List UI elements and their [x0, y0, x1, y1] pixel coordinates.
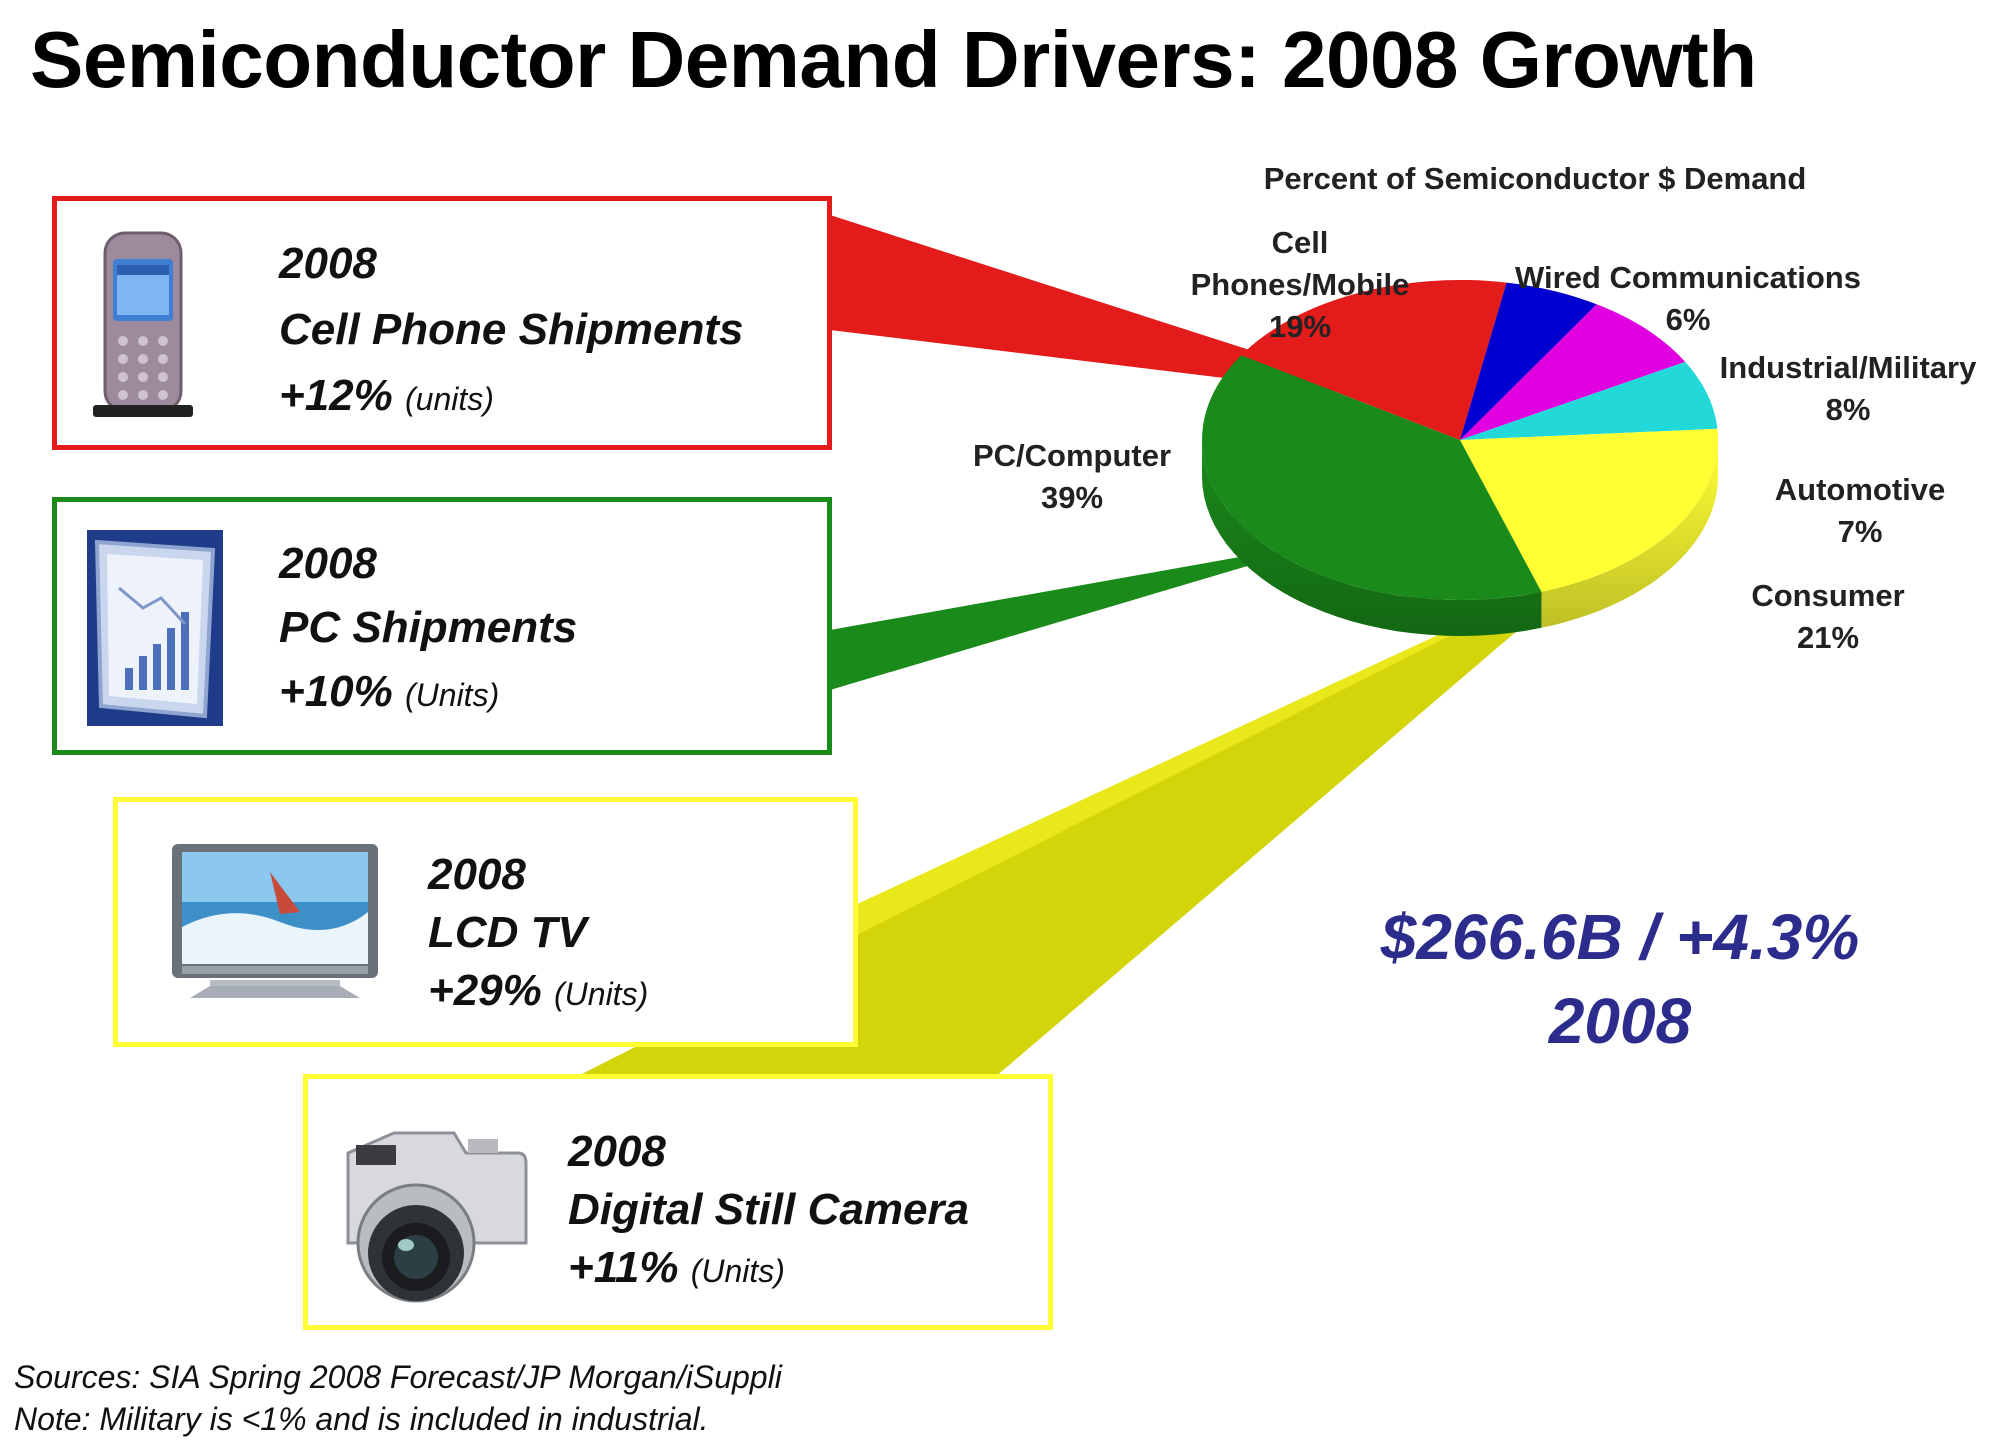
card-growth: +29% [428, 966, 542, 1015]
pie-group [1202, 279, 1719, 636]
pie-slice-pc-computer [1202, 355, 1542, 600]
card-year: 2008 [568, 1127, 666, 1176]
camera-icon [336, 1093, 536, 1318]
card-year: 2008 [279, 239, 377, 288]
card-product: Digital Still Camera [568, 1185, 970, 1234]
card-text: 2008 Cell Phone Shipments +12% (units) [279, 231, 744, 432]
card-lcd-tv: 2008 LCD TV +29% (Units) [113, 797, 858, 1047]
lcd-tv-icon [170, 842, 380, 1005]
pie-slice-consumer [1460, 428, 1719, 592]
pie-category-label: Wired Communications [1515, 260, 1861, 295]
pie-value-label: 39% [1041, 480, 1103, 515]
pie-value-label: 21% [1797, 620, 1859, 655]
card-unit: (Units) [405, 677, 500, 713]
card-product: PC Shipments [279, 603, 578, 652]
card-growth: +12% [279, 371, 393, 420]
pc-screen-icon [85, 528, 225, 733]
card-product: LCD TV [428, 908, 587, 957]
card-text: 2008 PC Shipments +10% (Units) [279, 532, 577, 727]
card-text: 2008 Digital Still Camera +11% (Units) [568, 1123, 969, 1300]
pie-slice-industrial-military [1460, 304, 1686, 440]
card-unit: (units) [405, 381, 494, 417]
pie-category-label: Automotive [1775, 472, 1946, 507]
pie-value-label: 8% [1826, 392, 1871, 427]
pie-category-label: Industrial/Military [1720, 350, 1977, 385]
slide-title: Semiconductor Demand Drivers: 2008 Growt… [30, 15, 1757, 104]
card-year: 2008 [279, 539, 377, 588]
pie-slice-cell-phones-mobile [1241, 279, 1507, 440]
sources-line: Sources: SIA Spring 2008 Forecast/JP Mor… [14, 1359, 782, 1395]
total-market-value: $266.6B / +4.3% 2008 [1310, 895, 1930, 1063]
pie-slice-side-shade [1202, 440, 1542, 636]
note-line: Note: Military is <1% and is included in… [14, 1401, 709, 1437]
total-line1: $266.6B / +4.3% [1380, 901, 1860, 973]
pie-slice-automotive [1460, 361, 1718, 440]
card-pc: 2008 PC Shipments +10% (Units) [52, 497, 832, 755]
cell-phone-icon [87, 229, 197, 424]
card-camera: 2008 Digital Still Camera +11% (Units) [303, 1074, 1053, 1330]
pie-value-label: 6% [1666, 302, 1711, 337]
pie-category-label: Phones/Mobile [1191, 267, 1410, 302]
pie-category-label: PC/Computer [973, 438, 1171, 473]
pie-labels: Cell Phones/Mobile 19% Wired Communications… [973, 225, 1977, 655]
card-cell-phone: 2008 Cell Phone Shipments +12% (units) [52, 196, 832, 450]
card-unit: (Units) [554, 976, 649, 1012]
pie-slice-side-shade [1541, 440, 1718, 628]
card-unit: (Units) [690, 1253, 785, 1289]
card-text: 2008 LCD TV +29% (Units) [428, 846, 648, 1023]
card-growth: +10% [279, 667, 393, 716]
pie-slice-wired-communications [1460, 282, 1597, 440]
pie-category-label: Cell [1272, 225, 1329, 260]
callout-wedge-pc [830, 540, 1335, 690]
pie-value-label: 19% [1269, 309, 1331, 344]
card-product: Cell Phone Shipments [279, 305, 744, 354]
pie-category-label: Consumer [1751, 578, 1904, 613]
pie-value-label: 7% [1838, 514, 1883, 549]
card-year: 2008 [428, 850, 526, 899]
chart-title: Percent of Semiconductor $ Demand [1264, 161, 1807, 196]
card-growth: +11% [568, 1243, 679, 1292]
sources-note: Sources: SIA Spring 2008 Forecast/JP Mor… [14, 1356, 782, 1440]
total-line2: 2008 [1548, 985, 1692, 1057]
